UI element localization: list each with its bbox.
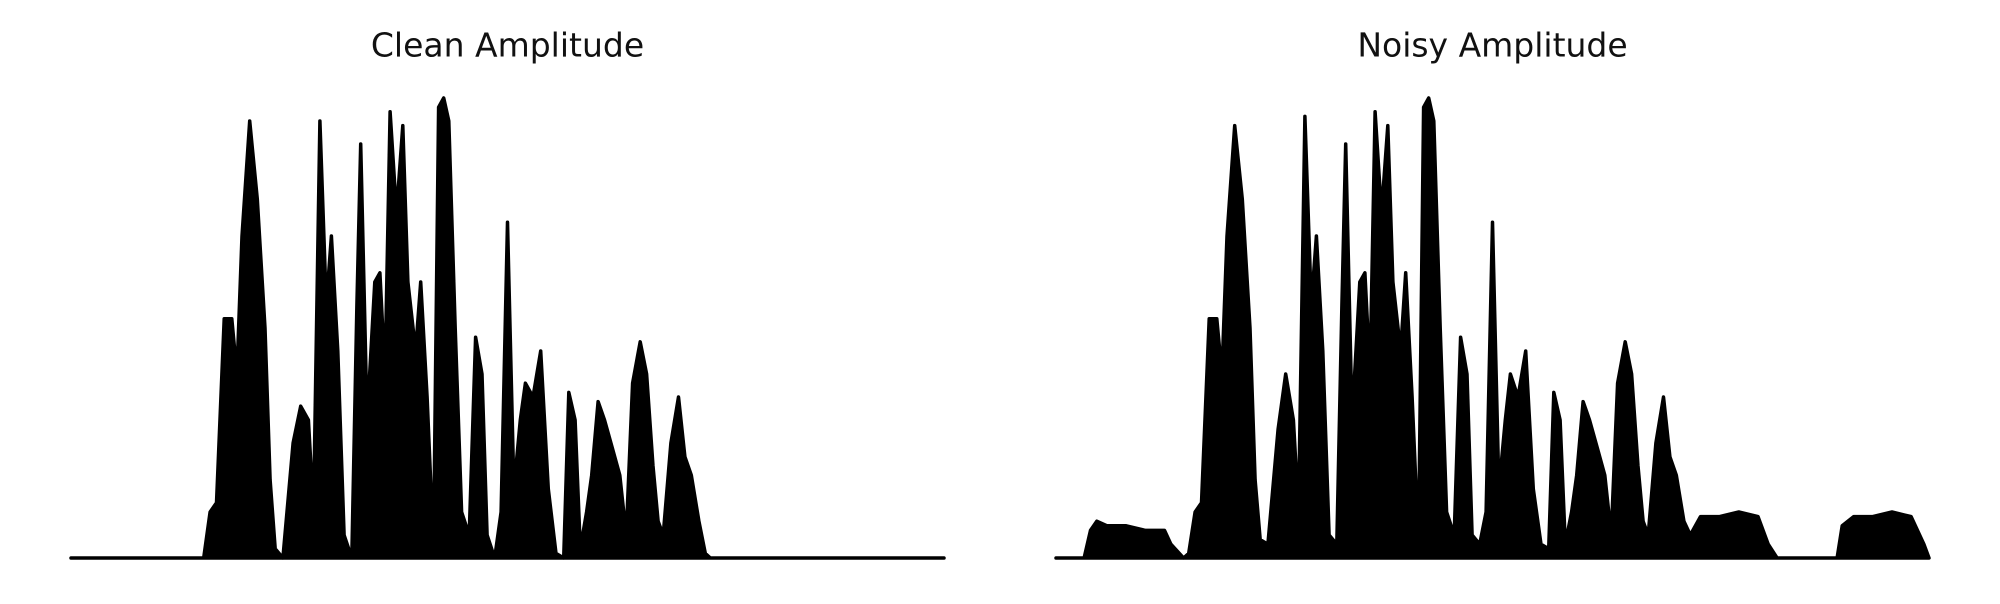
- amplitude-area: [69, 96, 946, 560]
- amplitude-area: [1054, 96, 1931, 560]
- chart-title: Clean Amplitude: [371, 26, 644, 65]
- chart-title: Noisy Amplitude: [1357, 26, 1627, 65]
